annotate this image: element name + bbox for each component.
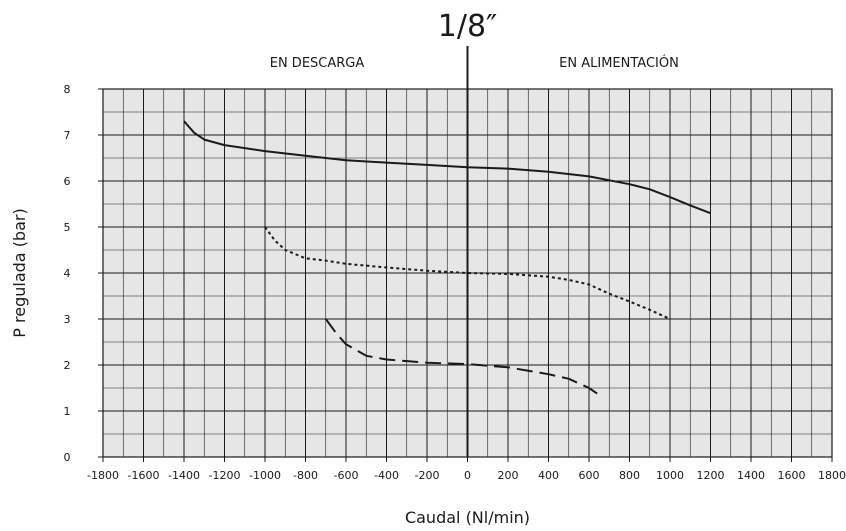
y-tick-label: 8: [64, 83, 71, 96]
x-tick-label: -400: [374, 469, 399, 482]
series-line-dashed: [324, 318, 600, 396]
series-line-dotted: [264, 226, 671, 320]
region-label-descarga: EN DESCARGA: [270, 56, 365, 71]
y-tick-label: 2: [64, 359, 71, 372]
x-tick-label: 400: [538, 469, 559, 482]
x-tick-label: 800: [619, 469, 640, 482]
x-tick-label: 1800: [818, 469, 846, 482]
x-tick-label: 1400: [737, 469, 765, 482]
x-tick-label: -600: [334, 469, 359, 482]
x-tick-label: 1000: [656, 469, 684, 482]
y-tick-label: 3: [64, 313, 71, 326]
chart-title: 1/8″: [438, 9, 498, 44]
x-tick-label: 1200: [697, 469, 725, 482]
x-tick-label: 600: [579, 469, 600, 482]
y-tick-label: 5: [64, 221, 71, 234]
y-tick-label: 1: [64, 405, 71, 418]
x-axis-title: Caudal (Nl/min): [405, 508, 530, 527]
x-tick-label: -1000: [249, 469, 281, 482]
x-tick-label: -800: [293, 469, 318, 482]
x-tick-label: -1200: [209, 469, 241, 482]
x-tick-label: 200: [498, 469, 519, 482]
x-tick-label: 1600: [778, 469, 806, 482]
y-tick-label: 7: [64, 129, 71, 142]
x-tick-label: -200: [415, 469, 440, 482]
series-group: [183, 120, 711, 396]
x-tick-label: 0: [464, 469, 471, 482]
y-tick-label: 4: [64, 267, 71, 280]
y-tick-label: 6: [64, 175, 71, 188]
region-label-alimentacion: EN ALIMENTACIÓN: [559, 55, 679, 71]
x-tick-label: -1400: [168, 469, 200, 482]
series-line-solid: [183, 120, 711, 215]
x-axis-ticks: -1800 -1600 -1400 -1200 -1000 -800 -600 -400 -20…: [87, 457, 846, 482]
y-tick-label: 0: [64, 451, 71, 464]
y-axis-ticks: 0 1 2 3 4 5 6 7 8: [64, 83, 103, 464]
x-tick-label: -1600: [128, 469, 160, 482]
x-tick-label: -1800: [87, 469, 119, 482]
y-axis-title: P regulada (bar): [10, 208, 29, 337]
